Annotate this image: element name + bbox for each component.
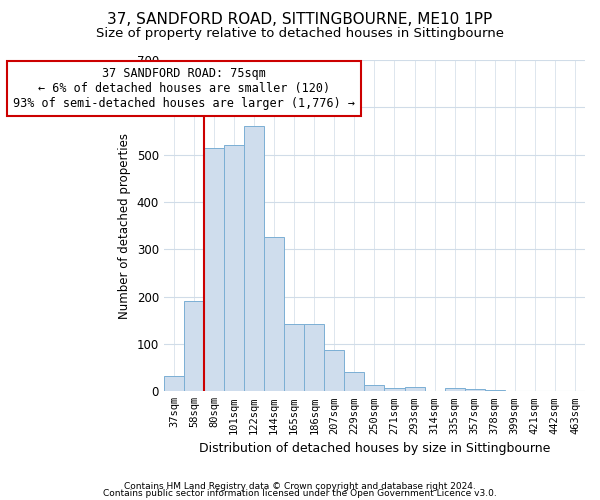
Bar	[264, 238, 284, 392]
Bar	[485, 390, 505, 392]
Bar	[324, 350, 344, 392]
Bar	[244, 126, 264, 392]
Bar	[304, 324, 324, 392]
Bar	[385, 388, 404, 392]
Bar	[164, 376, 184, 392]
Bar	[224, 145, 244, 392]
Bar	[464, 389, 485, 392]
Bar	[204, 148, 224, 392]
Text: Contains HM Land Registry data © Crown copyright and database right 2024.: Contains HM Land Registry data © Crown c…	[124, 482, 476, 491]
Text: 37, SANDFORD ROAD, SITTINGBOURNE, ME10 1PP: 37, SANDFORD ROAD, SITTINGBOURNE, ME10 1…	[107, 12, 493, 28]
X-axis label: Distribution of detached houses by size in Sittingbourne: Distribution of detached houses by size …	[199, 442, 550, 455]
Text: Size of property relative to detached houses in Sittingbourne: Size of property relative to detached ho…	[96, 28, 504, 40]
Text: Contains public sector information licensed under the Open Government Licence v3: Contains public sector information licen…	[103, 490, 497, 498]
Bar	[445, 388, 464, 392]
Bar	[364, 385, 385, 392]
Text: 37 SANDFORD ROAD: 75sqm
← 6% of detached houses are smaller (120)
93% of semi-de: 37 SANDFORD ROAD: 75sqm ← 6% of detached…	[13, 67, 355, 110]
Y-axis label: Number of detached properties: Number of detached properties	[118, 132, 131, 318]
Bar	[184, 302, 204, 392]
Bar	[404, 386, 425, 392]
Bar	[284, 324, 304, 392]
Bar	[344, 372, 364, 392]
